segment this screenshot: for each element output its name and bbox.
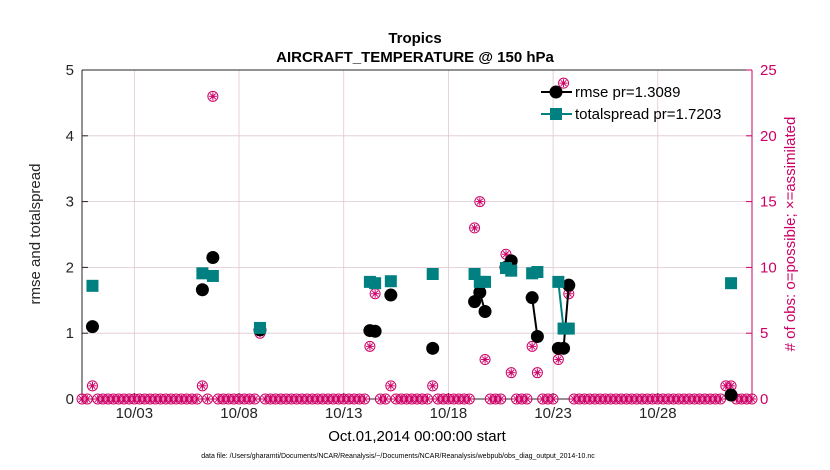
x-axis-label: Oct.01,2014 00:00:00 start — [328, 428, 506, 445]
obs-count-marker — [558, 77, 570, 89]
totalspread-point — [552, 275, 565, 288]
obs-count-marker — [369, 288, 381, 300]
y-right-tick-label: 0 — [760, 391, 768, 408]
obs-count-marker — [202, 393, 214, 405]
x-tick-label: 10/23 — [534, 405, 572, 422]
rmse-point — [384, 288, 398, 302]
x-tick-label: 10/28 — [639, 405, 677, 422]
plot-area — [82, 70, 752, 399]
y-right-tick-label: 20 — [760, 128, 777, 145]
obs-count-marker — [479, 354, 491, 366]
y-right-tick-label: 15 — [760, 194, 777, 211]
totalspread-point — [725, 277, 738, 290]
obs-count-marker — [474, 196, 486, 208]
obs-count-marker — [547, 393, 559, 405]
obs-count-marker — [207, 90, 219, 102]
obs-count-marker — [526, 340, 538, 352]
totalspread-point — [206, 269, 219, 282]
obs-count-marker — [359, 393, 371, 405]
legend-spread-pr: pr=1.7203 — [653, 106, 721, 123]
legend-spread-name: totalspread — [575, 106, 649, 123]
x-tick-label: 10/13 — [325, 405, 363, 422]
obs-count-marker — [385, 380, 397, 392]
obs-count-marker — [364, 340, 376, 352]
y-right-tick-label: 10 — [760, 259, 777, 276]
obs-count-marker — [715, 393, 727, 405]
totalspread-point — [562, 322, 575, 335]
chart-title: Tropics — [388, 30, 441, 47]
rmse-point — [557, 341, 571, 355]
legend: rmse pr=1.3089 totalspread pr=1.7203 — [541, 84, 721, 123]
axes-layer: 10/03 10/08 10/13 10/18 10/23 10/28 0 1 2 3 4 5 0 5 10… — [66, 62, 777, 422]
totalspread-point — [531, 266, 544, 279]
obs-count-marker — [746, 393, 758, 405]
x-tick-label: 10/03 — [116, 405, 154, 422]
rmse-line — [531, 297, 539, 337]
y-left-tick-label: 3 — [66, 194, 74, 211]
chart-subtitle: AIRCRAFT_TEMPERATURE @ 150 hPa — [276, 49, 554, 66]
data-file-footnote: data file: /Users/gharamti/Documents/NCA… — [201, 453, 595, 460]
legend-spread-marker — [550, 108, 562, 120]
x-tick-label: 10/18 — [430, 405, 468, 422]
totalspread-point — [479, 275, 492, 288]
grid-layer — [82, 70, 752, 399]
obs-count-marker — [249, 393, 261, 405]
totalspread-point — [196, 267, 209, 280]
y-left-tick-label: 4 — [66, 128, 74, 145]
y-right-tick-label: 25 — [760, 62, 777, 79]
rmse-point — [195, 283, 209, 297]
rmse-point — [368, 324, 382, 338]
obs-count-marker — [500, 248, 512, 260]
obs-count-marker — [191, 393, 203, 405]
rmse-point — [426, 341, 440, 355]
legend-rmse-label: rmse pr=1.3089 — [575, 84, 681, 101]
obs-count-marker — [495, 393, 507, 405]
obs-count-marker — [427, 380, 439, 392]
y-left-tick-label: 0 — [66, 391, 74, 408]
legend-spread-label: totalspread pr=1.7203 — [575, 106, 721, 123]
obs-count-marker — [552, 354, 564, 366]
x-tick-label: 10/08 — [220, 405, 258, 422]
obs-count-marker — [531, 367, 543, 379]
obs-count-marker — [505, 367, 517, 379]
totalspread-point — [384, 275, 397, 288]
y-right-tick-label: 5 — [760, 325, 768, 342]
legend-rmse-pr: pr=1.3089 — [613, 84, 681, 101]
obs-count-marker — [196, 380, 208, 392]
totalspread-point — [426, 267, 439, 280]
totalspread-point — [369, 277, 382, 290]
totalspread-point — [505, 264, 518, 277]
rmse-point — [530, 329, 544, 343]
series-layer — [85, 251, 738, 402]
rmse-point — [562, 278, 576, 292]
rmse-point — [473, 285, 487, 299]
rmse-point — [85, 320, 99, 334]
y-left-tick-label: 5 — [66, 62, 74, 79]
legend-rmse-name: rmse — [575, 84, 608, 101]
obs-count-marker — [463, 393, 475, 405]
y-axis-label-right: # of obs: o=possible; ×=assimilated — [782, 117, 799, 352]
obs-count-marker — [469, 222, 481, 234]
obs-count-marker — [86, 380, 98, 392]
totalspread-point — [253, 321, 266, 334]
obs-count-marker — [521, 393, 533, 405]
rmse-point — [724, 388, 738, 402]
obs-layer — [76, 77, 758, 405]
y-left-tick-label: 2 — [66, 259, 74, 276]
obs-count-marker — [421, 393, 433, 405]
obs-count-marker — [81, 393, 93, 405]
rmse-point — [525, 291, 539, 305]
y-left-tick-label: 1 — [66, 325, 74, 342]
obs-count-marker — [380, 393, 392, 405]
legend-rmse-marker — [549, 85, 563, 99]
rmse-point — [206, 251, 220, 265]
y-axis-label-left: rmse and totalspread — [27, 164, 44, 305]
rmse-point — [478, 304, 492, 318]
totalspread-point — [86, 279, 99, 292]
